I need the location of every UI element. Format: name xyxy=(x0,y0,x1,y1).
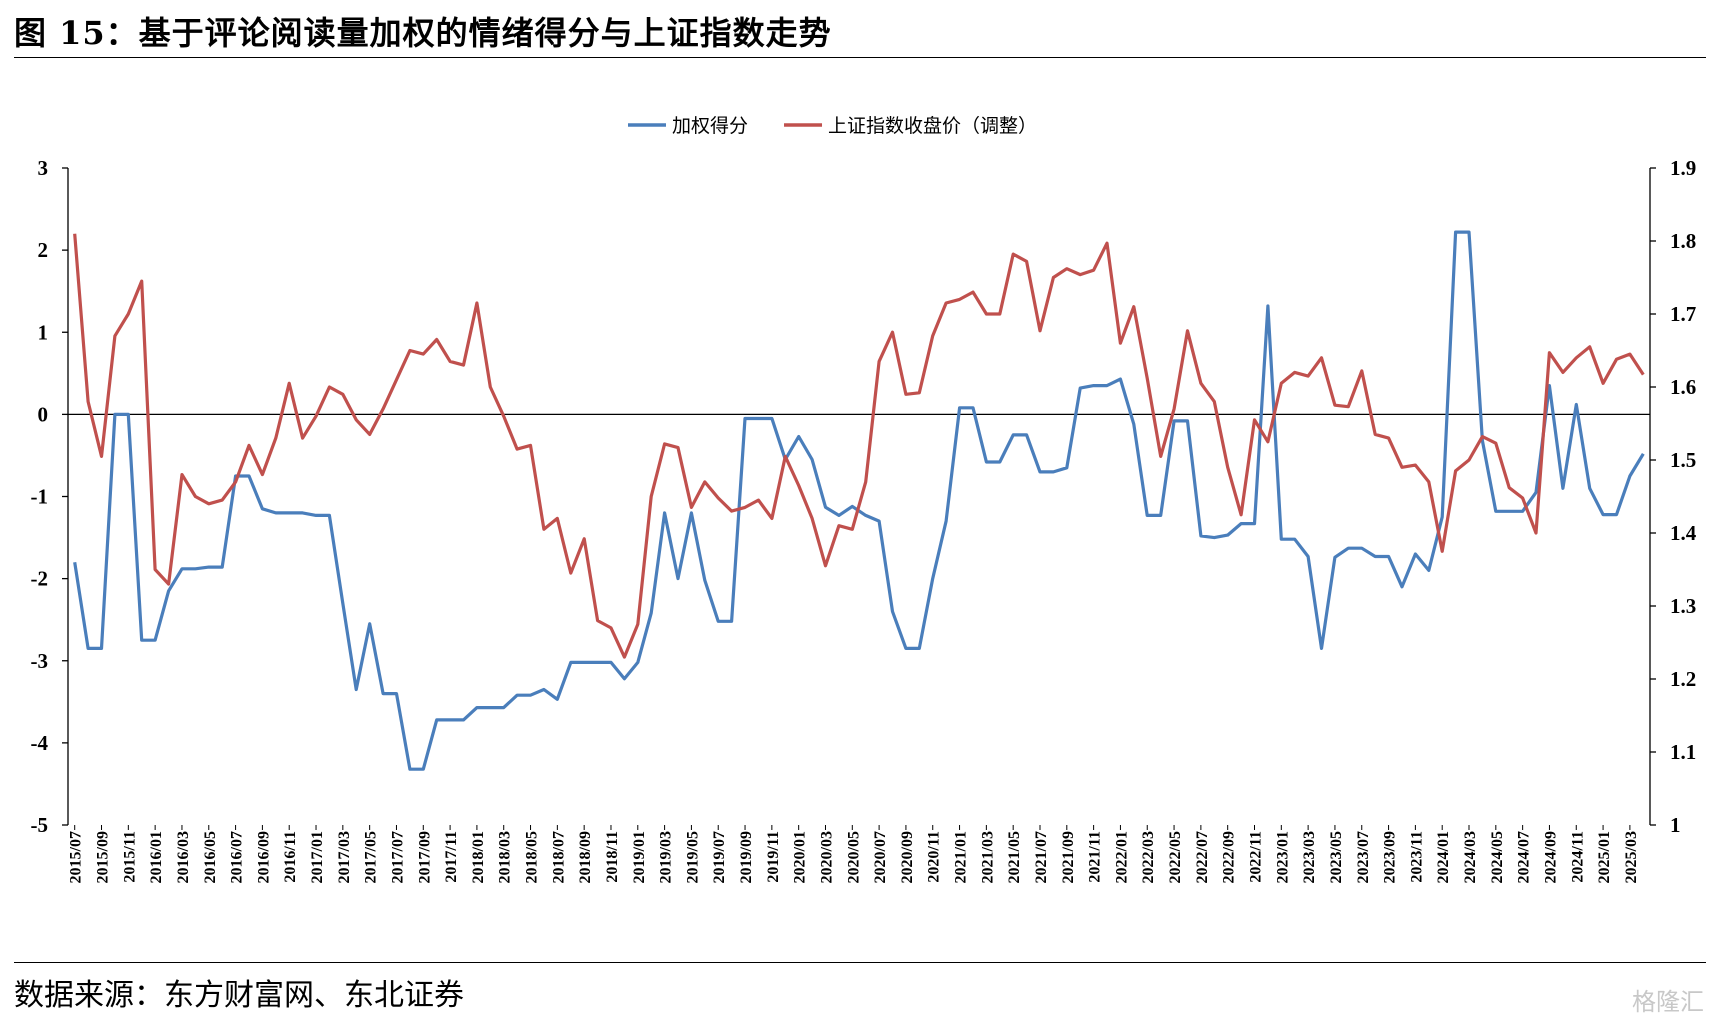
x-tick-label: 2016/09 xyxy=(255,831,272,883)
left-tick-label: 0 xyxy=(38,402,49,426)
x-tick-label: 2020/01 xyxy=(792,831,809,883)
x-tick-label: 2020/11 xyxy=(926,831,943,883)
x-tick-label: 2023/01 xyxy=(1274,831,1291,883)
left-tick-label: -2 xyxy=(31,567,49,591)
right-tick-label: 1.1 xyxy=(1670,740,1696,764)
x-tick-label: 2021/07 xyxy=(1033,831,1050,883)
x-tick-label: 2023/03 xyxy=(1301,831,1318,883)
left-tick-label: -5 xyxy=(31,813,49,837)
x-tick-label: 2021/01 xyxy=(953,831,970,883)
x-tick-label: 2019/01 xyxy=(631,831,648,883)
series-line-sse-index xyxy=(73,233,1645,659)
x-tick-label: 2022/03 xyxy=(1140,831,1157,883)
x-tick-label: 2023/07 xyxy=(1355,831,1372,883)
x-tick-label: 2018/11 xyxy=(604,831,621,883)
left-tick-label: -4 xyxy=(31,731,49,755)
x-tick-label: 2015/07 xyxy=(68,831,85,883)
left-tick-label: 1 xyxy=(38,320,49,344)
x-tick-label: 2023/05 xyxy=(1328,831,1345,883)
legend: 加权得分 上证指数收盘价（调整） xyxy=(628,115,1037,137)
right-tick-label: 1.2 xyxy=(1670,667,1696,691)
x-tick-label: 2019/09 xyxy=(738,831,755,883)
page-title: 图 15：基于评论阅读量加权的情绪得分与上证指数走势 xyxy=(14,14,832,52)
watermark: 格隆汇 xyxy=(1632,988,1704,1016)
right-tick-label: 1 xyxy=(1670,813,1681,837)
left-tick-label: 3 xyxy=(38,156,49,180)
x-tick-label: 2015/11 xyxy=(121,831,138,883)
x-tick-label: 2017/07 xyxy=(389,831,406,883)
x-tick-label: 2024/07 xyxy=(1516,831,1533,883)
x-tick-label: 2017/03 xyxy=(336,831,353,883)
x-tick-label: 2016/11 xyxy=(282,831,299,883)
x-tick-label: 2022/01 xyxy=(1113,831,1130,883)
x-tick-label: 2020/09 xyxy=(899,831,916,883)
right-tick-label: 1.9 xyxy=(1670,156,1696,180)
axes: 3 2 1 0 -1 -2 -3 -4 -5 1.9 1.8 1.7 1.6 1.5 1.4 1.3 1.2 1.… xyxy=(31,156,1697,837)
x-tick-label: 2017/09 xyxy=(416,831,433,883)
x-tick-label: 2025/03 xyxy=(1623,831,1640,883)
left-tick-label: 2 xyxy=(38,238,49,262)
x-tick-label: 2023/09 xyxy=(1382,831,1399,883)
source-rule xyxy=(14,962,1706,963)
x-tick-label: 2019/03 xyxy=(658,831,675,883)
x-tick-label: 2024/03 xyxy=(1462,831,1479,883)
right-tick-label: 1.5 xyxy=(1670,448,1696,472)
x-tick-label: 2021/03 xyxy=(979,831,996,883)
x-tick-label: 2019/05 xyxy=(684,831,701,883)
x-tick-label: 2024/05 xyxy=(1489,831,1506,883)
x-tick-label: 2021/09 xyxy=(1060,831,1077,883)
x-tick-label: 2022/11 xyxy=(1248,831,1265,883)
x-tick-label: 2016/01 xyxy=(148,831,165,883)
x-tick-label: 2016/07 xyxy=(229,831,246,883)
chart: 加权得分 上证指数收盘价（调整） 3 2 1 0 -1 -2 -3 -4 -5 1.9 1.8 1.7 1… xyxy=(31,115,1697,883)
legend-label-sse-index: 上证指数收盘价（调整） xyxy=(828,115,1037,137)
x-tick-label: 2025/01 xyxy=(1596,831,1613,883)
x-tick-label: 2016/03 xyxy=(175,831,192,883)
x-tick-label: 2018/07 xyxy=(550,831,567,883)
x-tick-label: 2015/09 xyxy=(95,831,112,883)
x-tick-label: 2024/01 xyxy=(1435,831,1452,883)
left-tick-label: -3 xyxy=(31,649,49,673)
left-tick-label: -1 xyxy=(31,485,49,509)
x-tick-label: 2019/07 xyxy=(711,831,728,883)
right-tick-label: 1.6 xyxy=(1670,375,1696,399)
source-note: 数据来源：东方财富网、东北证券 xyxy=(14,978,464,1013)
x-tick-label: 2016/05 xyxy=(202,831,219,883)
x-tick-label: 2019/11 xyxy=(765,831,782,883)
x-tick-label: 2017/11 xyxy=(443,831,460,883)
x-tick-labels: 2015/07 2015/09 2015/11 2016/01 2016/03 2016/… xyxy=(68,825,1640,883)
x-tick-label: 2022/07 xyxy=(1194,831,1211,883)
x-tick-label: 2018/05 xyxy=(524,831,541,883)
x-tick-label: 2022/05 xyxy=(1167,831,1184,883)
x-tick-label: 2018/01 xyxy=(470,831,487,883)
right-tick-label: 1.4 xyxy=(1670,521,1697,545)
x-tick-label: 2024/11 xyxy=(1569,831,1586,883)
x-tick-label: 2020/05 xyxy=(845,831,862,883)
x-tick-label: 2021/11 xyxy=(1087,831,1104,883)
x-tick-label: 2020/03 xyxy=(818,831,835,883)
series-lines xyxy=(73,230,1645,771)
x-tick-label: 2024/09 xyxy=(1542,831,1559,883)
x-tick-label: 2020/07 xyxy=(872,831,889,883)
legend-label-weighted-score: 加权得分 xyxy=(672,115,748,137)
right-tick-label: 1.8 xyxy=(1670,229,1696,253)
x-tick-label: 2017/05 xyxy=(363,831,380,883)
title-rule xyxy=(14,57,1706,58)
right-tick-label: 1.3 xyxy=(1670,594,1696,618)
x-tick-label: 2018/03 xyxy=(497,831,514,883)
right-tick-label: 1.7 xyxy=(1670,302,1696,326)
x-tick-label: 2017/01 xyxy=(309,831,326,883)
x-tick-label: 2021/05 xyxy=(1006,831,1023,883)
x-tick-label: 2018/09 xyxy=(577,831,594,883)
x-tick-label: 2023/11 xyxy=(1408,831,1425,883)
x-tick-label: 2022/09 xyxy=(1221,831,1238,883)
